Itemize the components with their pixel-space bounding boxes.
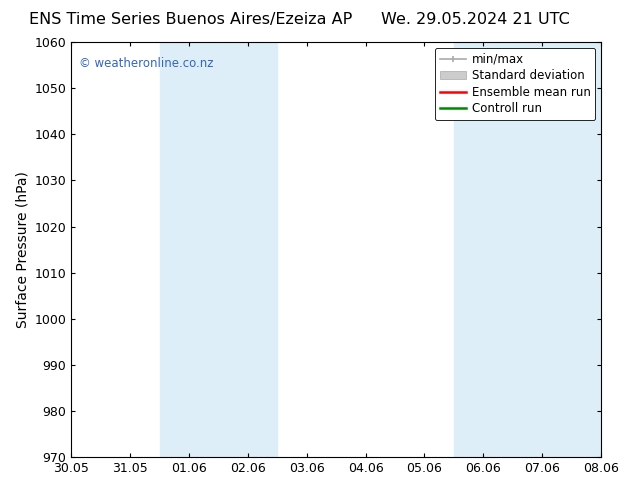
Text: ENS Time Series Buenos Aires/Ezeiza AP: ENS Time Series Buenos Aires/Ezeiza AP bbox=[29, 12, 352, 27]
Bar bbox=[454, 42, 601, 457]
Text: We. 29.05.2024 21 UTC: We. 29.05.2024 21 UTC bbox=[381, 12, 570, 27]
Bar bbox=[160, 42, 277, 457]
Y-axis label: Surface Pressure (hPa): Surface Pressure (hPa) bbox=[15, 171, 29, 328]
Legend: min/max, Standard deviation, Ensemble mean run, Controll run: min/max, Standard deviation, Ensemble me… bbox=[435, 48, 595, 120]
Text: © weatheronline.co.nz: © weatheronline.co.nz bbox=[79, 56, 214, 70]
